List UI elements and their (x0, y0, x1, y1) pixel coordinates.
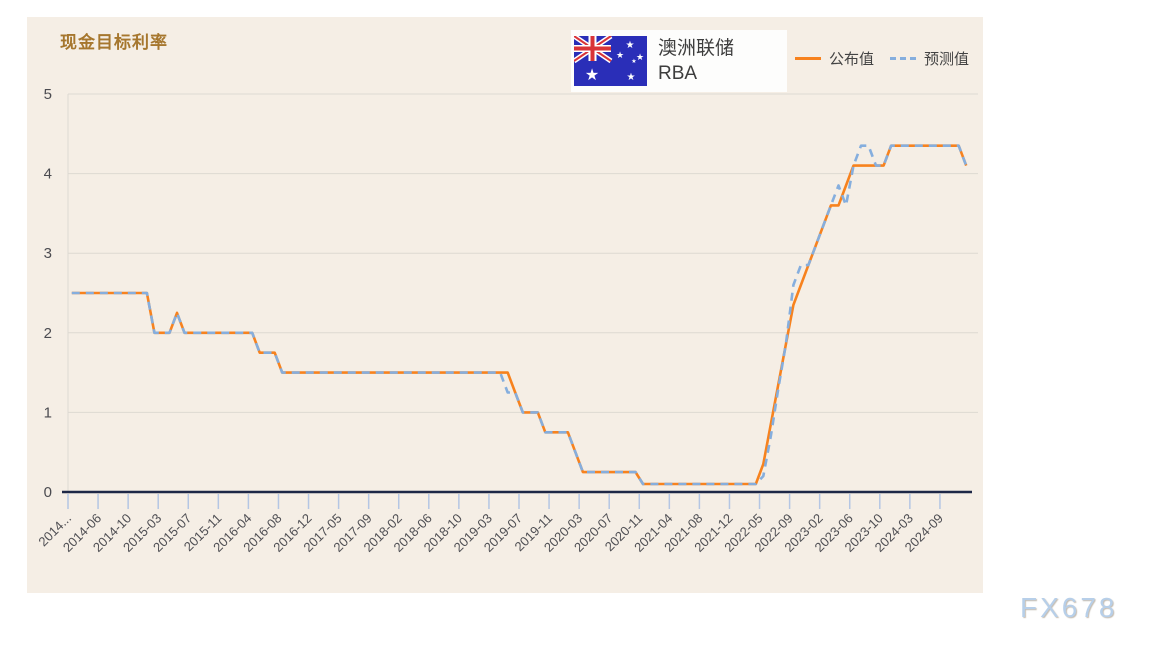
announced-line-swatch (795, 57, 821, 60)
svg-text:★: ★ (631, 58, 636, 65)
legend: 公布值 预测值 (795, 48, 985, 69)
y-axis-label: 3 (44, 245, 52, 262)
y-axis-label: 5 (44, 86, 52, 103)
forecast-legend-label[interactable]: 预测值 (924, 51, 970, 68)
central-bank-name-cn: 澳洲联储 (658, 38, 735, 59)
instrument-card: ★ ★ ★ ★ ★ ★ 澳洲联储 RBA (571, 30, 787, 92)
fx678-watermark: FX678 (1020, 592, 1118, 623)
y-axis-label: 4 (44, 166, 52, 183)
central-bank-name-en: RBA (658, 63, 698, 84)
forecast-line (71, 144, 968, 486)
svg-text:★: ★ (616, 51, 624, 61)
australia-flag-icon: ★ ★ ★ ★ ★ ★ (574, 36, 647, 86)
svg-text:★: ★ (626, 40, 635, 51)
forecast-line-swatch (890, 57, 917, 60)
y-axis-label: 2 (44, 325, 52, 342)
announced-line (71, 144, 968, 486)
svg-text:★: ★ (636, 53, 644, 63)
flag-stars: ★ ★ ★ ★ ★ ★ (585, 40, 644, 84)
y-axis-label: 0 (44, 484, 52, 501)
y-axis-label: 1 (44, 404, 52, 421)
svg-text:★: ★ (627, 72, 636, 83)
svg-text:★: ★ (585, 65, 599, 84)
chart-panel (27, 17, 983, 593)
announced-legend-label[interactable]: 公布值 (829, 51, 875, 68)
page-title: 现金目标利率 (60, 33, 168, 52)
union-jack (574, 36, 613, 64)
